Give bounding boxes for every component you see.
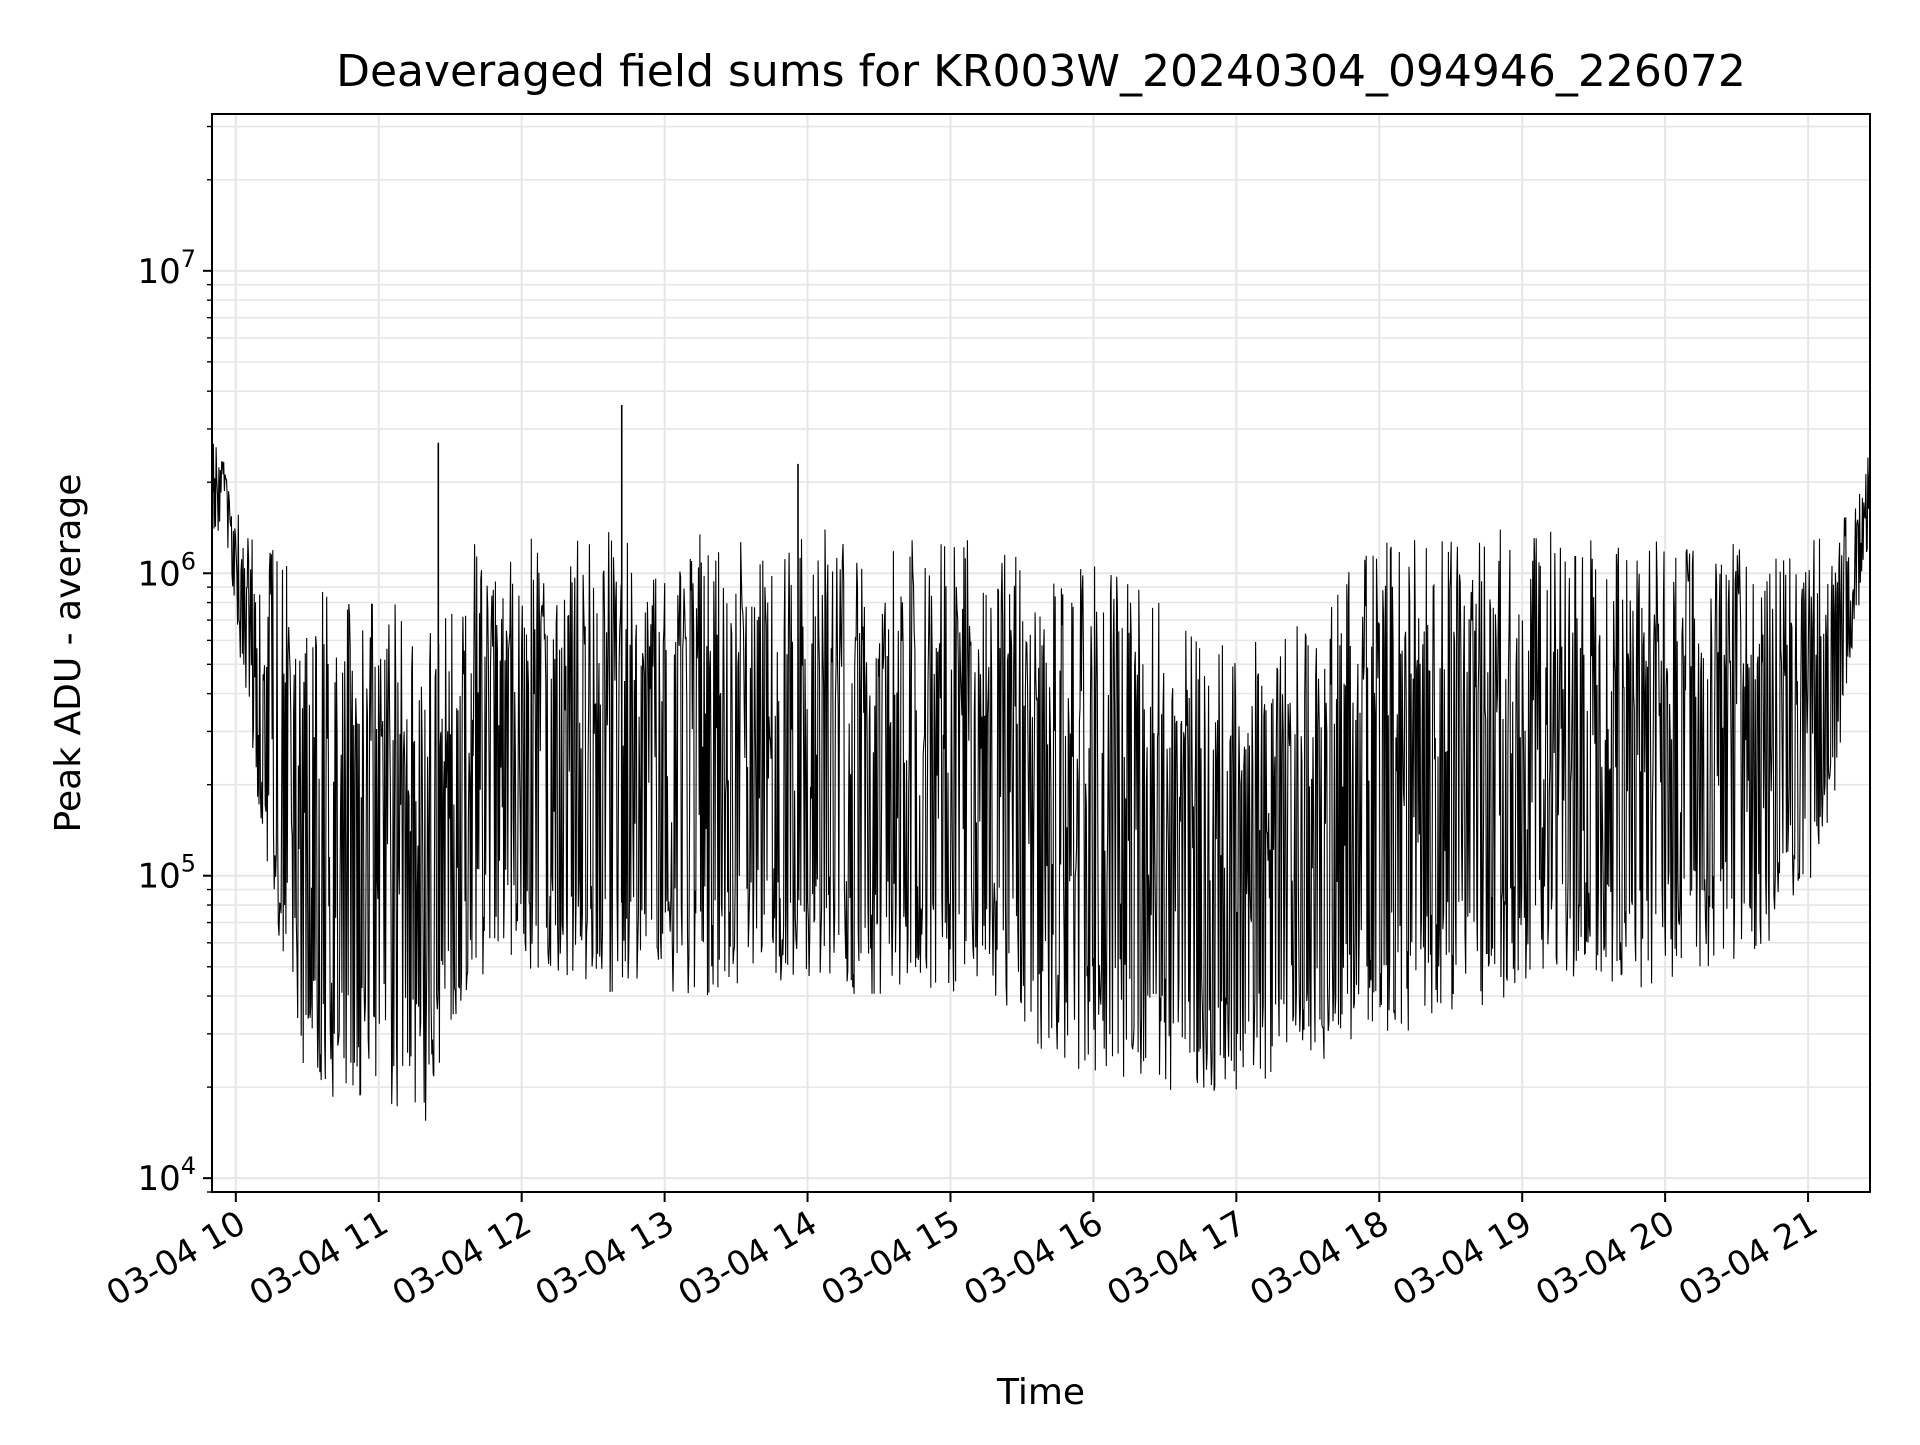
- y-axis-label: Peak ADU - average: [48, 474, 89, 833]
- y-tick-label: 105: [137, 850, 196, 897]
- y-tick-label: 107: [137, 245, 196, 292]
- y-tick-label: 104: [137, 1152, 196, 1199]
- data-layer: [211, 405, 1871, 1121]
- y-tick-label: 106: [137, 547, 196, 594]
- plot-frame: [211, 113, 1871, 1193]
- x-axis-label: Time: [996, 1372, 1085, 1413]
- chart-title: Deaveraged field sums for KR003W_2024030…: [336, 46, 1746, 97]
- series-line: [211, 443, 1871, 1121]
